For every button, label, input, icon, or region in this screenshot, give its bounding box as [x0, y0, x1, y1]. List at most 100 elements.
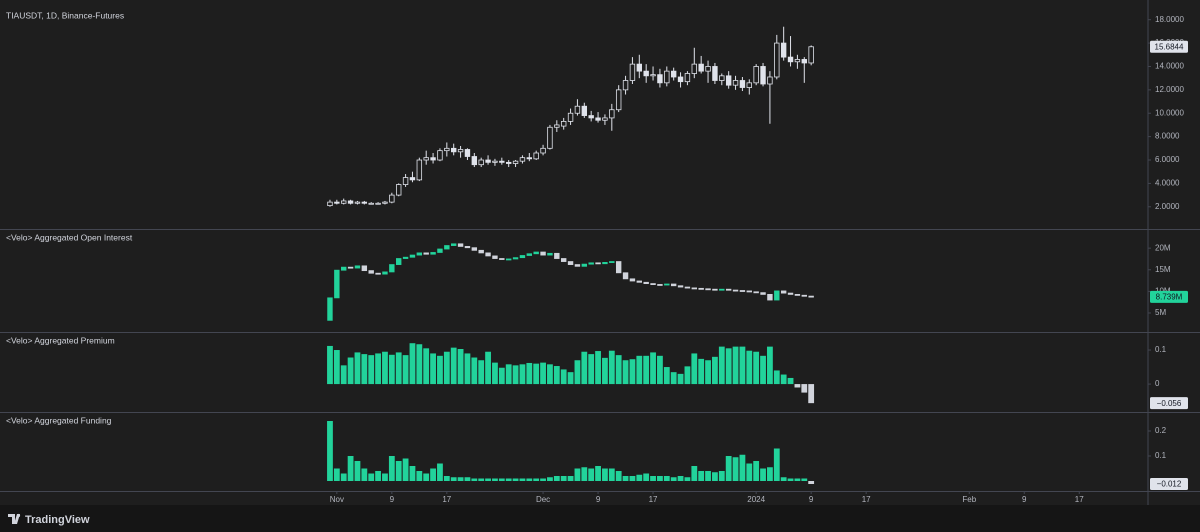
bar [732, 457, 739, 481]
candle-body [354, 201, 361, 204]
candle-body [698, 63, 704, 72]
candle-body [643, 281, 649, 284]
bar [553, 366, 560, 385]
candle-body [547, 126, 553, 149]
bar [581, 467, 588, 481]
bar [327, 421, 333, 481]
bar [478, 478, 485, 481]
candle-body [471, 156, 478, 166]
candle-body [574, 264, 581, 267]
bar [388, 354, 395, 385]
candle-body [643, 70, 649, 77]
bar [519, 478, 526, 481]
candle-body [347, 266, 354, 269]
candle-body [526, 157, 533, 160]
candle-body [664, 283, 670, 286]
candle-body [540, 251, 546, 256]
candle-body [705, 288, 711, 291]
candle-body [396, 258, 402, 265]
candle-body [588, 115, 594, 119]
candle-body [402, 256, 409, 259]
candle-body [588, 262, 594, 265]
bar [691, 353, 698, 385]
candle-body [327, 297, 333, 321]
bar [773, 370, 780, 385]
y-tick-label: 8.0000 [1155, 132, 1180, 141]
footer-bar [0, 505, 1200, 532]
bar [457, 477, 464, 481]
bar [402, 355, 409, 385]
x-tick-label: 9 [809, 495, 814, 504]
bar [402, 458, 409, 481]
candle-body [567, 261, 574, 265]
candle-body [512, 160, 519, 164]
candle-body [505, 258, 512, 261]
bar [595, 466, 601, 481]
y-tick-label: 5M [1155, 308, 1166, 317]
candle-body [636, 63, 643, 72]
candle-body [554, 124, 560, 128]
candle-body [423, 252, 429, 255]
bar [705, 360, 711, 385]
candle-body [732, 289, 739, 292]
bar [767, 467, 773, 481]
bar [670, 477, 677, 481]
bar [430, 353, 436, 385]
candle-body [725, 288, 732, 291]
candle-body [657, 74, 663, 84]
y-tick-label: 0.2 [1155, 426, 1167, 435]
bar [622, 476, 629, 481]
bar [794, 478, 801, 481]
bar [547, 477, 553, 481]
bar [437, 355, 443, 385]
bar [347, 357, 354, 385]
y-tick-label: 15M [1155, 265, 1171, 274]
candle-body [334, 269, 340, 299]
bar [560, 369, 567, 385]
bar [787, 478, 794, 481]
bar [533, 363, 540, 385]
bar [395, 461, 402, 481]
candle-body [664, 70, 670, 84]
bar [471, 478, 478, 481]
candle-body [739, 290, 746, 292]
bar [650, 476, 656, 481]
candle-body [505, 161, 512, 164]
candle-body [334, 201, 340, 204]
candle-body [451, 147, 457, 153]
bar [498, 478, 505, 481]
candle-body [739, 80, 746, 88]
candle-body [547, 252, 553, 256]
last-value-label: −0.012 [1157, 480, 1182, 489]
logo-mark [8, 514, 20, 524]
candle-body [430, 157, 436, 161]
bar [608, 350, 615, 385]
pane-title: <Velo> Aggregated Open Interest [6, 232, 133, 242]
bar [705, 471, 711, 481]
bar [677, 373, 684, 385]
candle-body [801, 294, 807, 297]
bar [526, 362, 533, 385]
x-tick-label: Feb [962, 495, 976, 504]
candle-body [416, 252, 423, 256]
bar [347, 456, 354, 481]
chart-background [0, 0, 1200, 505]
x-tick-label: Nov [330, 495, 344, 504]
bar [553, 476, 560, 481]
candle-body [719, 75, 725, 81]
candle-body [444, 147, 450, 152]
candle-body [567, 112, 574, 122]
x-tick-label: 9 [596, 495, 601, 504]
bar [450, 347, 457, 385]
candle-body [519, 157, 526, 162]
candle-body [767, 293, 773, 301]
bar [540, 362, 546, 385]
candle-body [774, 290, 780, 301]
bar [725, 456, 732, 481]
bar [574, 468, 581, 481]
candle-body [389, 194, 395, 203]
bar [430, 468, 436, 481]
bar [712, 356, 718, 385]
bar [650, 352, 656, 385]
